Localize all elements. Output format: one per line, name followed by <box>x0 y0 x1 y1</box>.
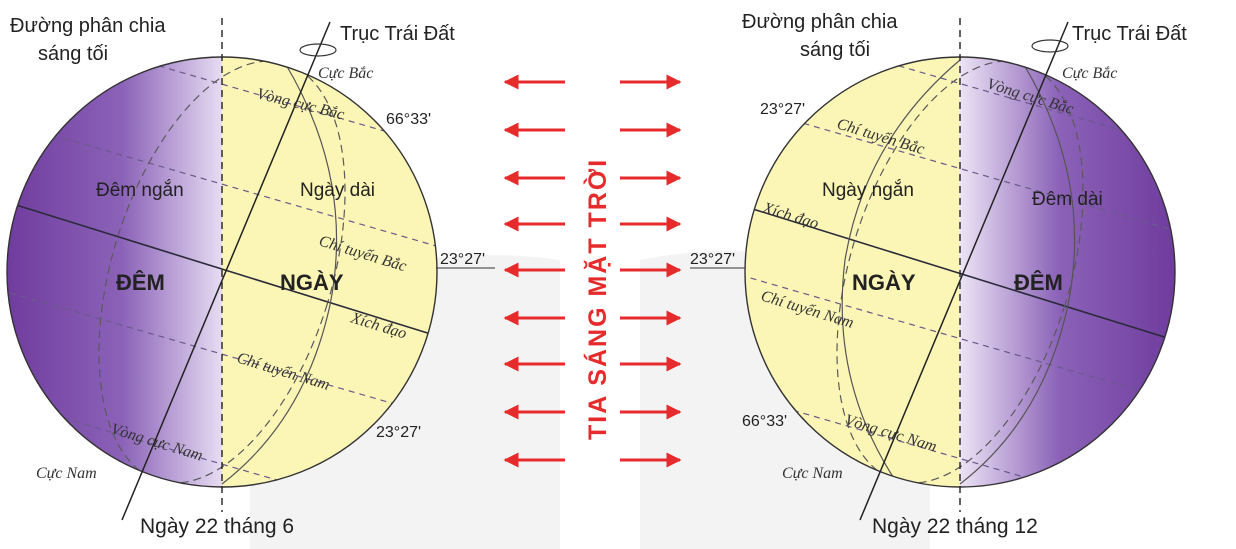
left-axis-label: Trục Trái Đất <box>340 23 455 45</box>
right-long-night: Đêm dài <box>1032 189 1103 210</box>
left-terminator-label-2: sáng tối <box>38 43 108 65</box>
right-terminator-label-1: Đường phân chia <box>742 11 898 33</box>
left-short-night: Đêm ngắn <box>96 179 184 201</box>
right-axis-label: Trục Trái Đất <box>1072 23 1187 45</box>
right-short-day: Ngày ngắn <box>822 179 914 201</box>
right-south-pole: Cực Nam <box>782 465 843 482</box>
right-date: Ngày 22 tháng 12 <box>872 515 1038 538</box>
left-lat-66: 66°33' <box>386 111 431 128</box>
left-lat-23-north: 23°27' <box>440 251 485 268</box>
left-day-label: NGÀY <box>280 270 344 295</box>
right-earth-axis <box>859 21 1069 521</box>
right-lat-23-mid: 23°27' <box>690 251 735 268</box>
left-south-pole: Cực Nam <box>36 465 97 482</box>
right-north-pole: Cực Bắc <box>1062 65 1117 82</box>
right-lat-23-north: 23°27' <box>760 101 805 118</box>
sun-rays-label: TIA SÁNG MẶT TRỜI <box>582 158 612 440</box>
left-lat-23-south: 23°27' <box>376 424 421 441</box>
left-night-label: ĐÊM <box>116 270 165 295</box>
left-earth-axis <box>121 21 331 521</box>
right-terminator-label-2: sáng tối <box>800 39 870 61</box>
sun-rays <box>503 74 682 468</box>
left-north-pole: Cực Bắc <box>318 65 373 82</box>
left-rotation-arrow-icon <box>299 43 337 57</box>
left-long-day: Ngày dài <box>300 180 375 201</box>
right-rotation-arrow-icon <box>1031 39 1069 53</box>
right-day-label: NGÀY <box>852 270 916 295</box>
right-lat-66: 66°33' <box>742 413 787 430</box>
left-terminator-label-1: Đường phân chia <box>10 15 166 37</box>
left-date: Ngày 22 tháng 6 <box>140 515 294 538</box>
right-night-label: ĐÊM <box>1014 270 1063 295</box>
